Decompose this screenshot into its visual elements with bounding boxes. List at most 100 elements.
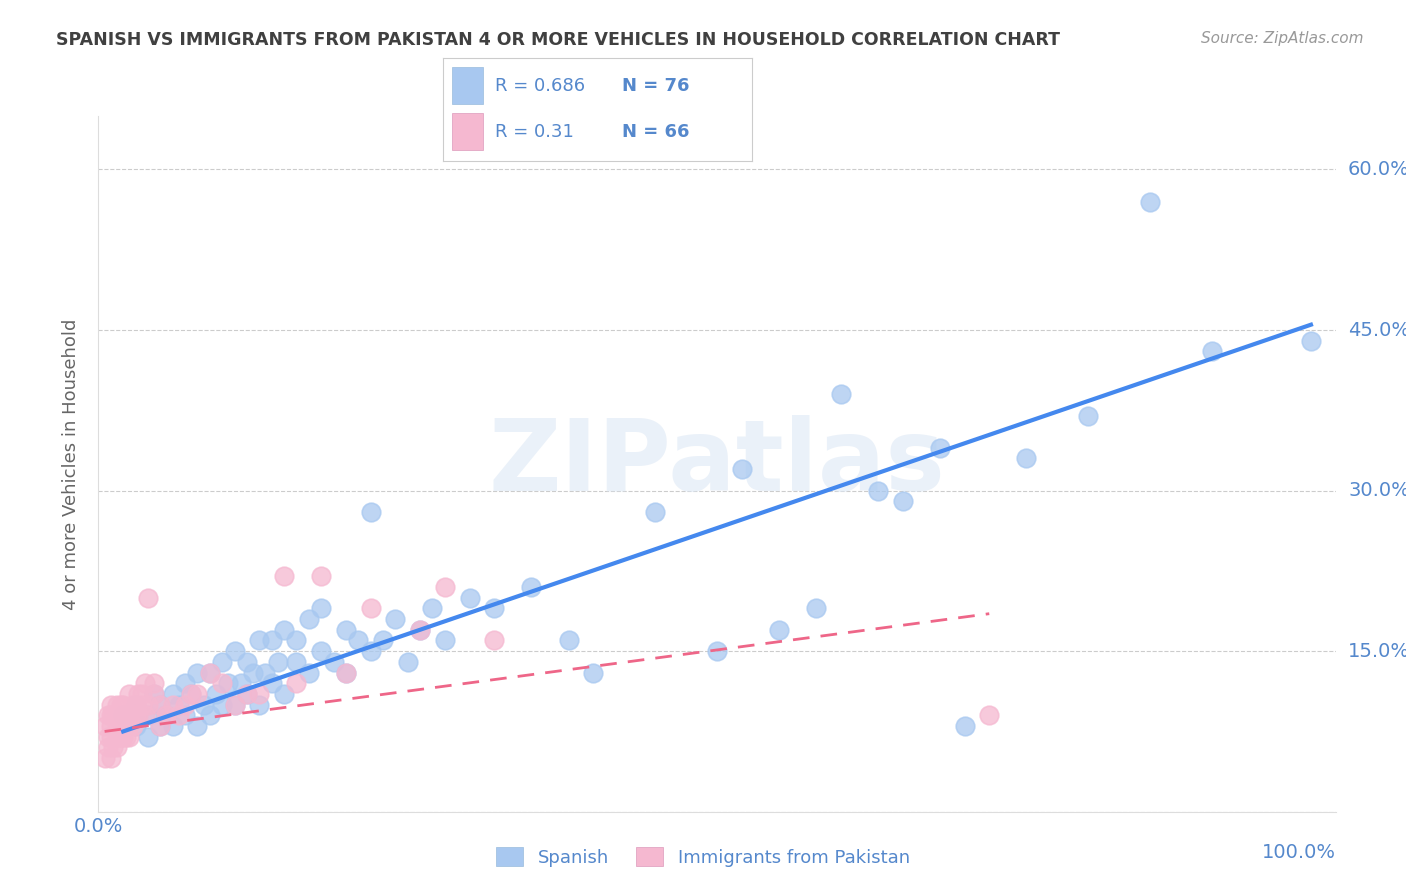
Point: [484, 633, 506, 648]
Text: R = 0.31: R = 0.31: [495, 123, 574, 141]
Text: SPANISH VS IMMIGRANTS FROM PAKISTAN 4 OR MORE VEHICLES IN HOUSEHOLD CORRELATION : SPANISH VS IMMIGRANTS FROM PAKISTAN 4 OR…: [56, 31, 1060, 49]
Point: [285, 676, 308, 690]
Point: [242, 665, 264, 680]
Text: 45.0%: 45.0%: [1348, 320, 1406, 340]
Point: [309, 644, 332, 658]
Point: [520, 580, 543, 594]
Point: [409, 623, 432, 637]
Point: [174, 676, 197, 690]
Point: [136, 708, 159, 723]
Point: [804, 601, 827, 615]
Point: [136, 591, 159, 605]
Point: [433, 580, 456, 594]
Point: [211, 655, 233, 669]
Point: [134, 708, 156, 723]
Point: [335, 665, 357, 680]
Point: [112, 708, 135, 723]
Point: [143, 676, 166, 690]
Point: [97, 708, 120, 723]
Point: [100, 719, 122, 733]
Point: [979, 708, 1001, 723]
Point: [371, 633, 394, 648]
Point: [149, 698, 172, 712]
Point: [211, 698, 233, 712]
Point: [273, 623, 295, 637]
Point: [162, 687, 184, 701]
Point: [180, 687, 202, 701]
Point: [193, 698, 215, 712]
Point: [409, 623, 432, 637]
Point: [118, 719, 141, 733]
Point: [97, 730, 120, 744]
Point: [124, 698, 146, 712]
Point: [706, 644, 728, 658]
Point: [100, 751, 122, 765]
Point: [186, 665, 208, 680]
Point: [247, 687, 270, 701]
Point: [224, 698, 246, 712]
Point: [118, 687, 141, 701]
Point: [143, 687, 166, 701]
Point: [396, 655, 419, 669]
Point: [335, 665, 357, 680]
Point: [198, 708, 221, 723]
Point: [97, 740, 120, 755]
Point: [1201, 344, 1223, 359]
Text: 60.0%: 60.0%: [1348, 160, 1406, 179]
Point: [731, 462, 754, 476]
Point: [768, 623, 790, 637]
Point: [236, 655, 259, 669]
Point: [122, 698, 145, 712]
Point: [236, 687, 259, 701]
Point: [384, 612, 406, 626]
Point: [174, 708, 197, 723]
Point: [110, 698, 132, 712]
Text: R = 0.686: R = 0.686: [495, 77, 586, 95]
Point: [433, 633, 456, 648]
Point: [298, 665, 321, 680]
Point: [557, 633, 579, 648]
Text: Source: ZipAtlas.com: Source: ZipAtlas.com: [1201, 31, 1364, 46]
Point: [162, 719, 184, 733]
Text: ZIPatlas: ZIPatlas: [489, 416, 945, 512]
Point: [267, 655, 290, 669]
Point: [143, 687, 166, 701]
Point: [224, 698, 246, 712]
Point: [114, 730, 136, 744]
Point: [217, 676, 239, 690]
Point: [1139, 194, 1161, 209]
Point: [155, 708, 177, 723]
Point: [105, 708, 128, 723]
Point: [167, 708, 190, 723]
Point: [285, 633, 308, 648]
Point: [186, 719, 208, 733]
Point: [174, 698, 197, 712]
Point: [229, 676, 252, 690]
Point: [167, 698, 190, 712]
Bar: [453, 113, 484, 150]
Point: [93, 719, 115, 733]
Point: [644, 505, 666, 519]
Point: [260, 633, 283, 648]
Point: [100, 730, 122, 744]
Point: [105, 698, 128, 712]
Point: [236, 687, 259, 701]
Point: [149, 719, 172, 733]
Y-axis label: 4 or more Vehicles in Household: 4 or more Vehicles in Household: [62, 318, 80, 609]
Point: [953, 719, 976, 733]
Point: [112, 698, 135, 712]
Point: [254, 665, 277, 680]
Point: [103, 708, 125, 723]
Point: [131, 687, 153, 701]
Text: 15.0%: 15.0%: [1348, 641, 1406, 661]
Point: [105, 730, 128, 744]
Point: [582, 665, 605, 680]
Point: [118, 708, 141, 723]
Point: [149, 719, 172, 733]
Point: [112, 708, 135, 723]
Point: [273, 569, 295, 583]
Point: [155, 708, 177, 723]
Text: 30.0%: 30.0%: [1348, 481, 1406, 500]
Point: [198, 665, 221, 680]
Text: N = 76: N = 76: [623, 77, 690, 95]
